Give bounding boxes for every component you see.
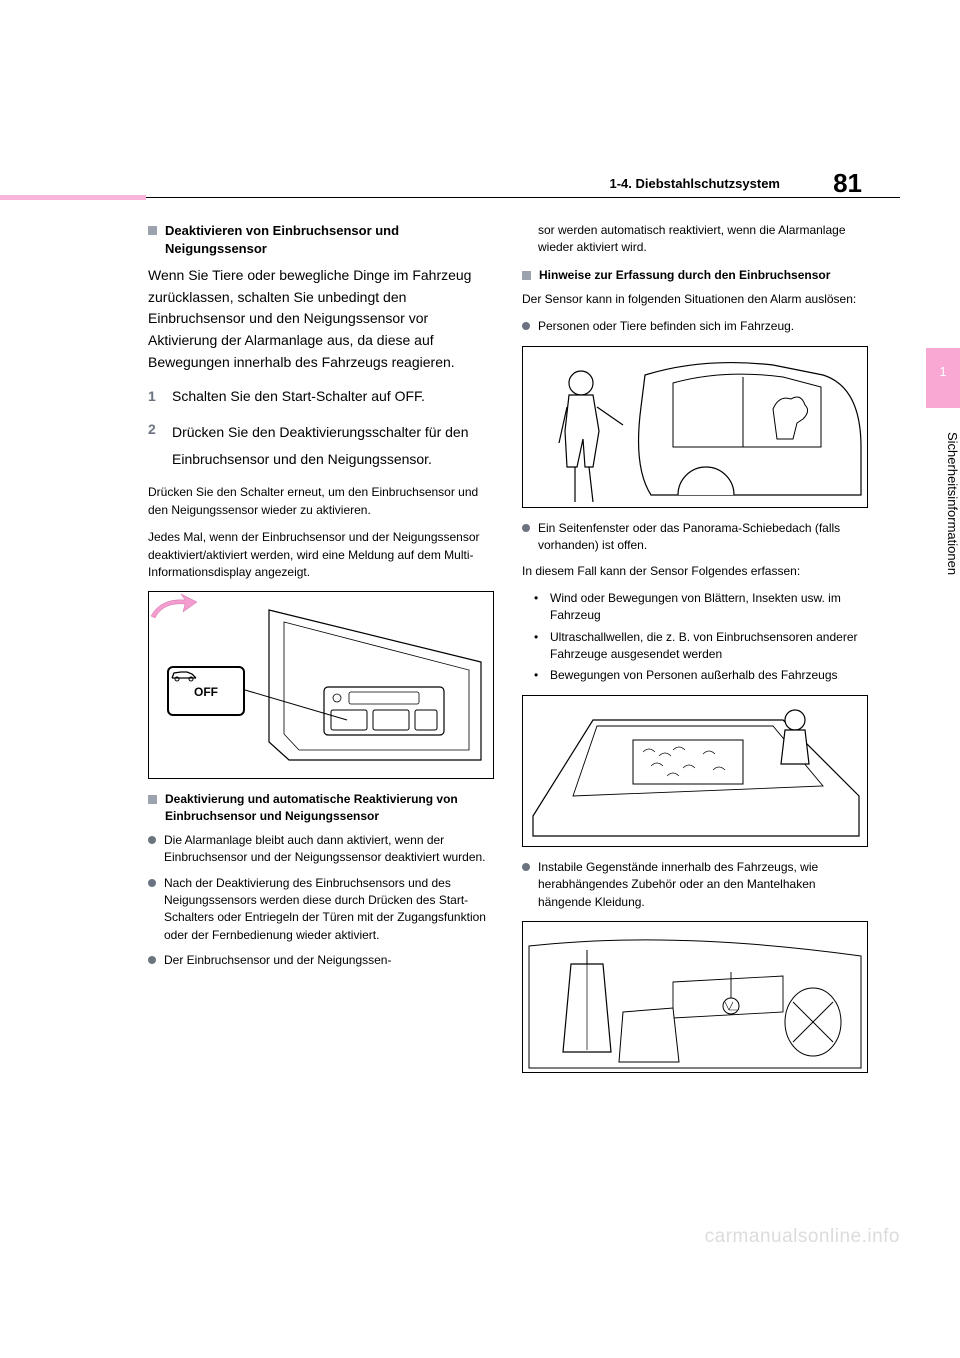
dash-text: Ultraschallwellen, die z. B. von Einbruc… [550,629,868,664]
dash-icon: • [534,629,542,664]
dash-item: •Ultraschallwellen, die z. B. von Einbru… [534,629,868,664]
step-2: 2 Drücken Sie den Deaktivierungs­schalte… [148,419,494,472]
bullet-item: Ein Seitenfenster oder das Panorama-Schi… [522,520,868,555]
chapter-tab-number: 1 [926,364,960,379]
bullet-item: Personen oder Tiere befinden sich im Fah… [522,318,868,335]
bullet-dot-icon [148,879,156,887]
bullet-text: Nach der Deaktivierung des Einbruchsenso… [164,875,494,945]
page-number: 81 [833,168,862,199]
heading-block: Hinweise zur Erfassung durch den Einbruc… [522,267,868,283]
bullet-dot-icon [522,524,530,532]
step-number: 2 [148,419,162,472]
content-columns: Deaktivieren von Einbruchsensor und Neig… [148,222,868,1085]
pink-arrow-icon [149,592,199,622]
page-root: 1-4. Diebstahlschutzsystem 81 1 Sicherhe… [0,0,960,1358]
header-section-label: 1-4. Diebstahlschutzsystem [609,176,780,191]
dash-item: •Wind oder Bewegungen von Blättern, Inse… [534,590,868,625]
paragraph: In diesem Fall kann der Sensor Folgendes… [522,563,868,580]
dash-text: Wind oder Bewegungen von Blättern, Insek… [550,590,868,625]
dash-text: Bewegungen von Personen außerhalb des Fa… [550,667,838,684]
header-rule [146,197,900,198]
square-bullet-icon [148,795,157,804]
bullet-item: Die Alarmanlage bleibt auch dann aktivie… [148,832,494,867]
bullet-text: Die Alarmanlage bleibt auch dann aktivie… [164,832,494,867]
figure-sunroof-open [522,695,868,847]
bullet-text: Instabile Gegenstände innerhalb des Fahr… [538,859,868,911]
note-paragraph: Drücken Sie den Schalter erneut, um den … [148,484,494,519]
step-text: Schalten Sie den Start-Schalter auf OFF. [172,386,425,408]
continuation-text: sor werden automatisch reaktiviert, wenn… [522,222,868,257]
bullet-dot-icon [148,836,156,844]
figure-off-switch: OFF [148,591,494,779]
right-column: sor werden automatisch reaktiviert, wenn… [522,222,868,1085]
bullet-dot-icon [148,956,156,964]
paragraph: Der Sensor kann in folgenden Situationen… [522,291,868,308]
header-pink-stripe [0,195,146,200]
heading-text: Deaktivierung und automatische Reaktivie… [165,791,494,823]
bullet-dot-icon [522,322,530,330]
figure-hanging-items [522,921,868,1073]
square-bullet-icon [522,271,531,280]
dash-icon: • [534,667,542,684]
bullet-item: Instabile Gegenstände innerhalb des Fahr… [522,859,868,911]
bullet-text: Der Einbruchsensor und der Neigungssen- [164,952,391,969]
bullet-text: Personen oder Tiere befinden sich im Fah… [538,318,794,335]
note-paragraph: Jedes Mal, wenn der Einbruchsensor und d… [148,529,494,581]
step-1: 1 Schalten Sie den Start-Schalter auf OF… [148,386,494,408]
dash-icon: • [534,590,542,625]
bullet-item: Nach der Deaktivierung des Einbruchsenso… [148,875,494,945]
heading-text: Hinweise zur Erfassung durch den Einbruc… [539,267,830,283]
off-button-callout: OFF [167,666,245,716]
side-chapter-label: Sicherheitsinformationen [926,428,960,688]
left-column: Deaktivieren von Einbruchsensor und Neig… [148,222,494,1085]
bullet-dot-icon [522,863,530,871]
heading-block: Deaktivieren von Einbruchsensor und Neig… [148,222,494,257]
step-number: 1 [148,386,162,408]
step-text: Drücken Sie den Deaktivierungs­schalter … [172,419,494,472]
bullet-text: Ein Seitenfenster oder das Panorama-Schi… [538,520,868,555]
bullet-item: Der Einbruchsensor und der Neigungssen- [148,952,494,969]
intro-paragraph: Wenn Sie Tiere oder bewegliche Dinge im … [148,265,494,373]
square-bullet-icon [148,226,157,235]
watermark-text: carmanualsonline.info [705,1226,900,1248]
heading-text: Deaktivieren von Einbruchsensor und Neig… [165,222,494,257]
off-label: OFF [194,684,218,701]
dash-item: • Bewegungen von Personen außerhalb des F… [534,667,868,684]
heading-block: Deaktivierung und automatische Reaktivie… [148,791,494,823]
figure-person-at-car [522,346,868,508]
